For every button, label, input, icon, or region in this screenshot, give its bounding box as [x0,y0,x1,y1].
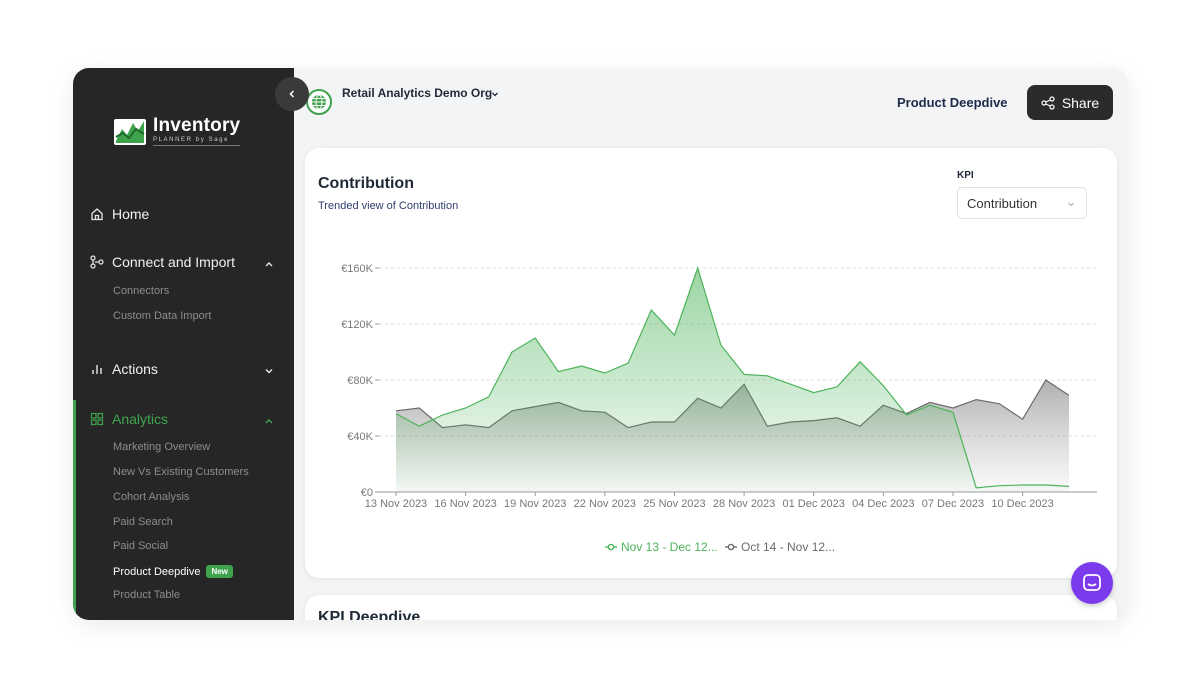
nav-home-label: Home [112,206,150,222]
home-icon [91,208,103,221]
legend-swatch-marker [727,543,735,551]
org-globe-icon[interactable] [306,89,332,115]
logo-subtitle: PLANNER by Sage [153,136,241,146]
logo-title: Inventory [153,115,241,136]
nav-new-vs-existing[interactable]: New Vs Existing Customers [113,466,249,478]
bar-chart-icon [92,365,102,374]
nav-analytics-label: Analytics [112,411,169,427]
nav-paid-search[interactable]: Paid Search [113,516,173,528]
card-subtitle: Trended view of Contribution [318,200,459,212]
nav-product-deepdive-label: Product Deepdive [113,566,201,578]
share-button[interactable]: Share [1027,85,1113,120]
y-tick-label: €40K [347,431,373,443]
new-badge: New [206,565,233,578]
y-tick-label: €0 [361,487,373,499]
series-area-0 [396,268,1069,492]
nav-connect-import[interactable]: Connect and Import [90,254,235,270]
x-tick-label: 19 Nov 2023 [504,498,566,510]
chevron-down-icon [1068,202,1074,207]
legend-label-1: Oct 14 - Nov 12... [741,540,835,554]
x-tick-label: 22 Nov 2023 [574,498,636,510]
org-selector[interactable]: Retail Analytics Demo Org [342,86,493,100]
series-line-0 [395,266,1070,489]
chevron-up-icon[interactable] [263,415,275,427]
legend-label-0: Nov 13 - Dec 12... [621,540,718,554]
x-tick-label: 07 Dec 2023 [922,498,984,510]
card2-title: KPI Deepdive [318,609,421,620]
sidebar: Inventory PLANNER by Sage Home Connect a… [73,68,294,620]
logo-mark-icon [114,119,146,145]
chevron-down-icon[interactable] [490,89,500,99]
nav-home[interactable]: Home [90,206,149,222]
collapse-sidebar-button[interactable] [275,77,309,111]
x-tick-label: 28 Nov 2023 [713,498,775,510]
nav-actions[interactable]: Actions [90,361,158,377]
logo[interactable]: Inventory PLANNER by Sage [113,115,241,147]
x-tick-label: 04 Dec 2023 [852,498,914,510]
y-tick-label: €80K [347,375,373,387]
nav-connectors[interactable]: Connectors [113,285,170,297]
nav-paid-social[interactable]: Paid Social [113,540,169,552]
active-section-indicator [73,400,76,620]
x-tick-label: 01 Dec 2023 [783,498,845,510]
connect-icon [90,255,104,269]
chat-icon [1083,574,1101,591]
nav-cohort-analysis[interactable]: Cohort Analysis [113,491,190,503]
chevron-left-icon [289,90,295,98]
x-tick-label: 25 Nov 2023 [643,498,705,510]
chevron-up-icon[interactable] [263,258,275,270]
legend-swatch-marker [607,543,615,551]
y-tick-label: €120K [341,319,373,331]
card-title: Contribution [318,175,414,192]
contribution-card: Contribution Trended view of Contributio… [305,148,1117,578]
x-tick-label: 10 Dec 2023 [991,498,1053,510]
y-tick-label: €160K [341,263,373,275]
share-icon [1041,95,1055,110]
page-title: Product Deepdive [897,95,1008,110]
x-tick-label: 13 Nov 2023 [365,498,427,510]
grid-icon [90,412,104,426]
kpi-label: KPI [957,170,974,181]
globe-icon [312,94,326,110]
nav-marketing-overview[interactable]: Marketing Overview [113,441,211,453]
kpi-select-value: Contribution [967,195,1038,211]
kpi-deepdive-card: KPI Deepdive [305,595,1117,620]
nav-custom-data-import[interactable]: Custom Data Import [113,310,212,322]
nav-analytics[interactable]: Analytics [90,411,168,427]
nav-product-deepdive[interactable]: Product Deepdive New [113,565,233,578]
contribution-chart: €0 €40K €80K €120K €160K 13 Nov 2023 16 Nov 20… [341,263,1097,554]
app-window: Inventory PLANNER by Sage Home Connect a… [73,68,1128,620]
x-tick-label: 16 Nov 2023 [434,498,496,510]
share-button-label: Share [1061,94,1100,111]
kpi-select[interactable]: Contribution [957,187,1087,219]
nav-product-table[interactable]: Product Table [113,589,181,601]
nav-actions-label: Actions [112,361,158,377]
chevron-down-icon[interactable] [263,365,275,377]
chat-launcher-button[interactable] [1071,562,1113,604]
nav-connect-import-label: Connect and Import [112,254,235,270]
